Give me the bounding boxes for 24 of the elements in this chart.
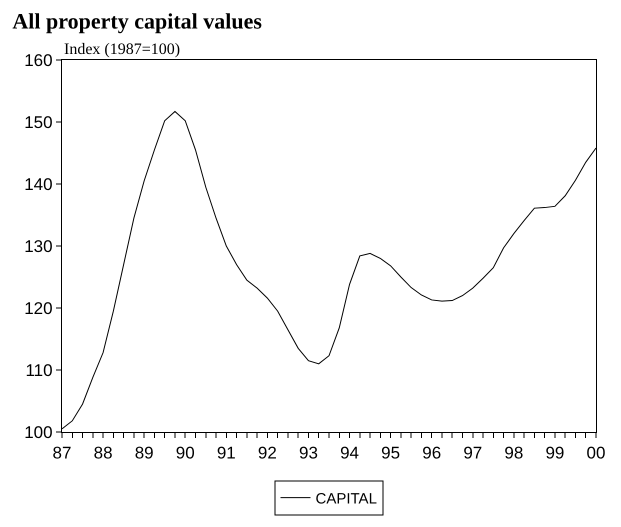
x-tick-label: 89 xyxy=(134,443,154,462)
y-tick-label: 110 xyxy=(25,360,53,380)
x-tick-label: 94 xyxy=(340,443,359,462)
x-tick-label: 93 xyxy=(299,443,318,462)
y-tick-label: 130 xyxy=(24,236,53,256)
x-tick-label: 98 xyxy=(504,443,524,462)
x-tick-label: 95 xyxy=(381,443,400,462)
chart-title: All property capital values xyxy=(12,8,262,34)
y-axis-title: Index (1987=100) xyxy=(64,41,180,58)
x-tick-label: 00 xyxy=(586,443,606,462)
y-tick-label: 150 xyxy=(24,112,53,132)
legend-label: CAPITAL xyxy=(316,490,377,508)
y-tick-label: 120 xyxy=(24,298,53,318)
x-tick-label: 96 xyxy=(422,443,442,462)
x-tick-label: 99 xyxy=(545,443,564,462)
x-tick-label: 88 xyxy=(94,443,113,462)
x-tick-label: 97 xyxy=(463,443,482,462)
x-tick-label: 87 xyxy=(52,443,72,462)
y-tick-label: 160 xyxy=(24,50,53,70)
y-tick-label: 100 xyxy=(24,422,53,442)
x-tick-label: 92 xyxy=(258,443,277,462)
x-tick-label: 90 xyxy=(176,443,195,462)
x-tick-label: 91 xyxy=(216,443,236,462)
y-tick-label: 140 xyxy=(24,174,53,194)
